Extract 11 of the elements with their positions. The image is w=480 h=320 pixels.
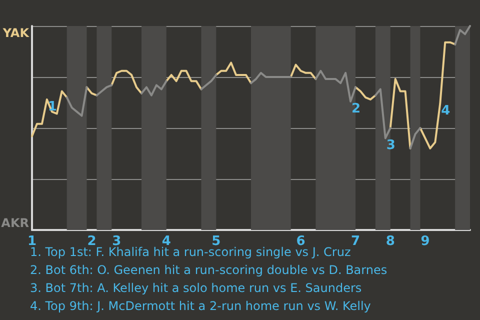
x-tick-label: 9 [420, 234, 430, 249]
annotation: 4 [441, 104, 450, 119]
text: YAK [2, 26, 30, 40]
x-tick-label: 8 [386, 234, 395, 249]
annotation: 2 [352, 101, 361, 116]
annotation: 3 [386, 138, 396, 154]
text: AKR [1, 216, 29, 230]
text: 2. Bot 6th: O. Geenen hit a run-scoring double vs D. Barnes [30, 263, 388, 277]
x-tick-label: 7 [351, 234, 360, 249]
text: 4. Top 9th: J. McDermott hit a 2-run home run vs W. Kelly [30, 299, 371, 313]
text: 3. Bot 7th: A. Kelley hit a solo home run vs E. Saunders [30, 281, 362, 295]
